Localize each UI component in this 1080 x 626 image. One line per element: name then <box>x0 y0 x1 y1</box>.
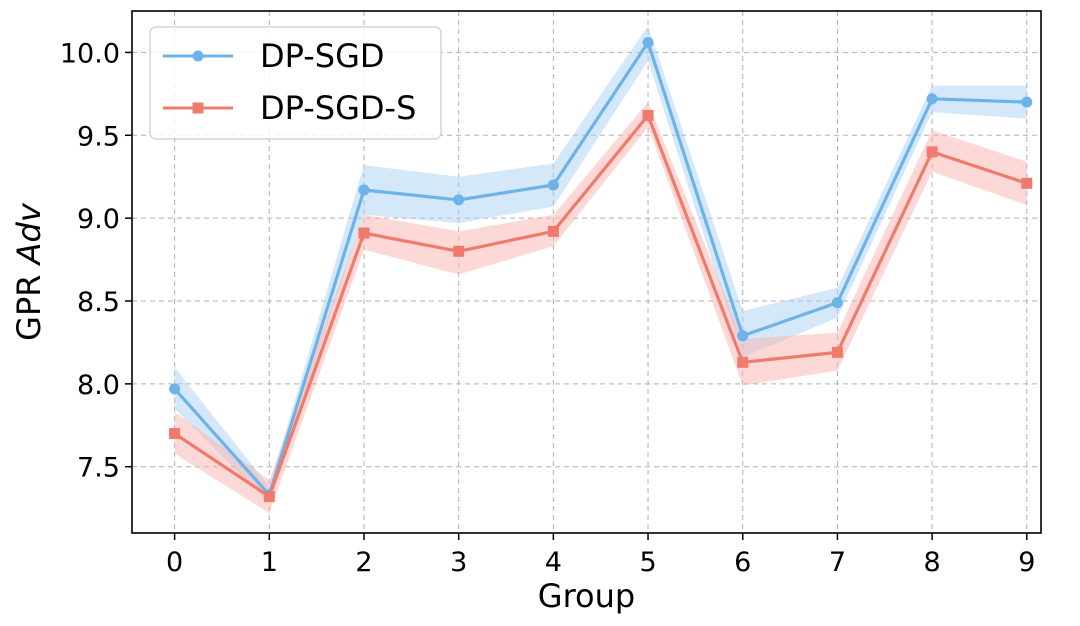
y-axis-label-italic: Adv <box>10 202 48 266</box>
y-tick-label: 10.0 <box>60 38 120 69</box>
point-dp-sgd-s <box>169 428 181 440</box>
point-dp-sgd <box>642 36 654 48</box>
point-dp-sgd-s <box>737 356 749 368</box>
point-dp-sgd <box>169 383 181 395</box>
point-dp-sgd-s <box>926 146 938 158</box>
x-tick-label: 8 <box>924 547 941 578</box>
line-dp-sgd <box>173 40 1027 497</box>
point-dp-sgd-s <box>263 491 275 503</box>
y-tick-label: 8.0 <box>77 370 120 401</box>
point-dp-sgd <box>358 184 370 196</box>
point-dp-sgd <box>831 297 843 309</box>
y-tick-label: 7.5 <box>77 453 120 484</box>
y-axis-label: GPR Adv <box>10 202 48 341</box>
band-dp-sgd-s <box>174 102 1027 514</box>
legend: DP-SGD DP-SGD-S <box>149 26 442 140</box>
point-dp-sgd <box>1021 96 1033 108</box>
point-dp-sgd <box>547 179 559 191</box>
y-tick-label: 8.5 <box>77 287 120 318</box>
x-tick-label: 0 <box>166 547 183 578</box>
plot-frame <box>131 10 1042 534</box>
point-dp-sgd-s <box>547 225 559 237</box>
legend-label-dp-sgd: DP-SGD <box>260 37 385 75</box>
point-dp-sgd <box>926 93 938 105</box>
point-dp-sgd-s <box>831 346 843 358</box>
legend-marker-dp-sgd <box>192 50 204 62</box>
axis-ticks: 0 1 2 3 4 5 6 7 8 9 7.5 8.0 8.5 9.0 9.5 10.0 <box>60 38 1036 578</box>
point-dp-sgd-s <box>358 227 370 239</box>
x-tick-label: 1 <box>261 547 278 578</box>
x-axis-label: Group <box>538 577 635 615</box>
point-dp-sgd <box>737 330 749 342</box>
series-lines <box>173 40 1028 499</box>
line-dp-sgd-s <box>173 113 1028 499</box>
x-tick-label: 9 <box>1018 547 1035 578</box>
series-markers <box>169 36 1033 503</box>
x-tick-label: 3 <box>450 547 467 578</box>
x-tick-label: 5 <box>639 547 656 578</box>
point-dp-sgd-s <box>453 245 465 257</box>
point-dp-sgd <box>453 194 465 206</box>
x-tick-label: 6 <box>734 547 751 578</box>
point-dp-sgd-s <box>1021 177 1033 189</box>
y-tick-label: 9.0 <box>77 204 120 235</box>
x-tick-label: 2 <box>355 547 372 578</box>
legend-label-dp-sgd-s: DP-SGD-S <box>260 89 416 127</box>
legend-marker-dp-sgd-s <box>192 102 204 114</box>
x-tick-label: 7 <box>829 547 846 578</box>
y-tick-label: 9.5 <box>77 121 120 152</box>
x-tick-label: 4 <box>545 547 562 578</box>
y-axis-label-prefix: GPR <box>10 264 48 341</box>
point-dp-sgd-s <box>642 109 654 121</box>
